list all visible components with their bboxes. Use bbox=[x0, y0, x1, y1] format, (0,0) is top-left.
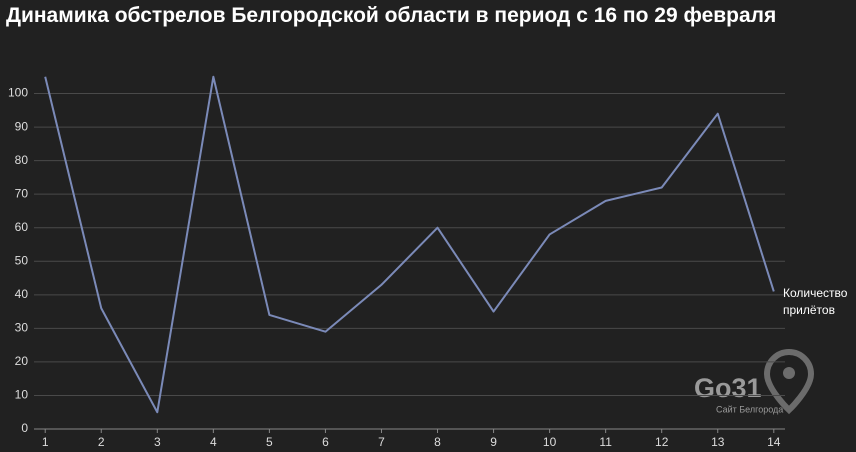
watermark-pin bbox=[763, 348, 815, 415]
series-label: Количество прилётов bbox=[783, 286, 848, 317]
x-tick-label: 9 bbox=[490, 435, 497, 449]
watermark-logo: Go31 bbox=[694, 373, 762, 403]
y-tick-label: 0 bbox=[21, 421, 28, 435]
y-tick-label: 10 bbox=[15, 388, 29, 402]
x-tick-label: 4 bbox=[210, 435, 217, 449]
x-tick-label: 12 bbox=[655, 435, 669, 449]
y-tick-label: 70 bbox=[15, 186, 29, 200]
x-tick-label: 11 bbox=[599, 435, 612, 449]
x-tick-label: 13 bbox=[711, 435, 725, 449]
chart-title: Динамика обстрелов Белгородской области … bbox=[6, 4, 777, 27]
y-tick-label: 30 bbox=[15, 321, 29, 335]
x-tick-label: 5 bbox=[266, 435, 273, 449]
y-tick-label: 80 bbox=[15, 153, 29, 167]
pin-dot bbox=[783, 367, 795, 379]
y-tick-label: 90 bbox=[15, 119, 29, 133]
y-tick-label: 50 bbox=[15, 253, 29, 267]
watermark-caption: Сайт Белгорода bbox=[716, 404, 783, 414]
x-tick-label: 6 bbox=[322, 435, 329, 449]
x-tick-label: 8 bbox=[434, 435, 441, 449]
x-tick-label: 3 bbox=[154, 435, 161, 449]
y-tick-label: 20 bbox=[15, 354, 29, 368]
y-tick-label: 40 bbox=[15, 287, 29, 301]
series-line bbox=[44, 75, 775, 414]
x-tick-label: 10 bbox=[543, 435, 557, 449]
x-tick-label: 1 bbox=[42, 435, 49, 449]
pin-icon bbox=[763, 348, 815, 415]
y-tick-label: 60 bbox=[15, 220, 29, 234]
x-tick-label: 14 bbox=[767, 435, 781, 449]
y-tick-label: 100 bbox=[8, 86, 28, 100]
x-tick-label: 7 bbox=[378, 435, 385, 449]
x-tick-label: 2 bbox=[98, 435, 105, 449]
